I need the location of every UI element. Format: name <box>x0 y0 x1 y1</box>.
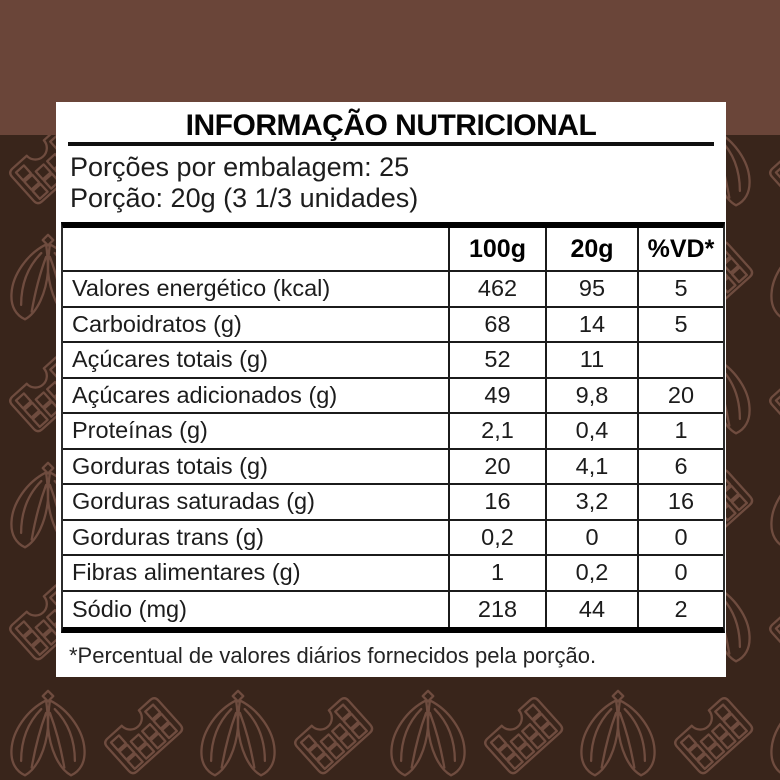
nutrition-table: 100g 20g %VD* Valores energético (kcal) … <box>61 222 725 633</box>
value-vd-cell: 1 <box>637 414 723 450</box>
label-title: INFORMAÇÃO NUTRICIONAL <box>185 109 597 142</box>
value-vd-cell: 20 <box>637 378 723 414</box>
value-100g-cell: 20 <box>448 449 545 485</box>
nutrient-name-cell: Proteínas (g) <box>63 414 448 450</box>
value-vd-cell: 5 <box>637 307 723 343</box>
serving-info: Porções por embalagem: 25 Porção: 20g (3… <box>70 152 710 214</box>
value-vd-cell: 0 <box>637 556 723 592</box>
nutrient-name-cell: Fibras alimentares (g) <box>63 556 448 592</box>
column-header-vd: %VD* <box>637 228 723 272</box>
chocolate-bar-icon <box>482 695 566 777</box>
nutrient-name-cell: Sódio (mg) <box>72 595 187 622</box>
value-100g-cell: 218 <box>448 591 545 627</box>
portion-size-text: Porção: 20g (3 1/3 unidades) <box>70 183 419 213</box>
chocolate-bar-icon <box>102 695 186 777</box>
value-20g-cell: 11 <box>545 343 637 379</box>
chocolate-bar-icon <box>767 581 780 663</box>
value-vd-cell: 0 <box>637 520 723 556</box>
value-20g-cell: 44 <box>545 591 637 627</box>
value-vd-cell <box>637 343 723 379</box>
cocoa-pod-icon <box>770 461 780 549</box>
column-header-100g: 100g <box>448 228 545 272</box>
nutrient-name-cell: Carboidratos (g) <box>63 308 448 343</box>
nutrient-name-cell: Açúcares totais (g) <box>63 343 448 379</box>
column-header-20g: 20g <box>545 228 637 272</box>
nutrient-name-cell: Açúcares adicionados (g) <box>63 379 448 414</box>
value-vd-cell: 16 <box>637 485 723 521</box>
cocoa-pod-icon <box>580 689 656 777</box>
chocolate-bar-icon <box>767 135 780 207</box>
value-100g-cell: 68 <box>448 307 545 343</box>
value-20g-cell: 4,1 <box>545 449 637 485</box>
nutrient-name-cell: Gorduras totais (g) <box>63 450 448 485</box>
servings-per-package-text: Porções por embalagem: 25 <box>70 152 410 182</box>
cocoa-pod-icon <box>200 689 276 777</box>
nutrient-name-cell: Valores energético (kcal) <box>63 272 448 308</box>
daily-value-footnote: *Percentual de valores diários fornecido… <box>69 643 597 668</box>
value-100g-cell: 52 <box>448 343 545 379</box>
value-vd-cell: 6 <box>637 449 723 485</box>
nutrition-label-card: INFORMAÇÃO NUTRICIONAL Porções por embal… <box>56 102 726 677</box>
value-20g-cell: 9,8 <box>545 378 637 414</box>
nutrient-column-header <box>63 228 448 272</box>
value-20g-cell: 0 <box>545 520 637 556</box>
value-100g-cell: 49 <box>448 378 545 414</box>
value-100g-cell: 462 <box>448 272 545 308</box>
value-20g-cell: 95 <box>545 272 637 308</box>
title-divider <box>68 142 714 146</box>
nutrient-name-cell: Gorduras trans (g) <box>63 521 448 556</box>
value-100g-cell: 1 <box>448 556 545 592</box>
cocoa-pod-icon <box>770 689 780 777</box>
chocolate-bar-icon <box>672 695 756 777</box>
value-20g-cell: 14 <box>545 307 637 343</box>
cocoa-pod-icon <box>10 689 86 777</box>
value-100g-cell: 16 <box>448 485 545 521</box>
value-20g-cell: 0,2 <box>545 556 637 592</box>
value-20g-cell: 0,4 <box>545 414 637 450</box>
value-vd-cell: 5 <box>637 272 723 308</box>
chocolate-bar-icon <box>767 353 780 435</box>
cocoa-pod-icon <box>390 689 466 777</box>
value-100g-cell: 0,2 <box>448 520 545 556</box>
chocolate-bar-icon <box>292 695 376 777</box>
cocoa-pod-icon <box>770 233 780 321</box>
nutrient-name-cell: Gorduras saturadas (g) <box>63 485 448 521</box>
value-100g-cell: 2,1 <box>448 414 545 450</box>
value-20g-cell: 3,2 <box>545 485 637 521</box>
value-vd-cell: 2 <box>637 591 723 627</box>
